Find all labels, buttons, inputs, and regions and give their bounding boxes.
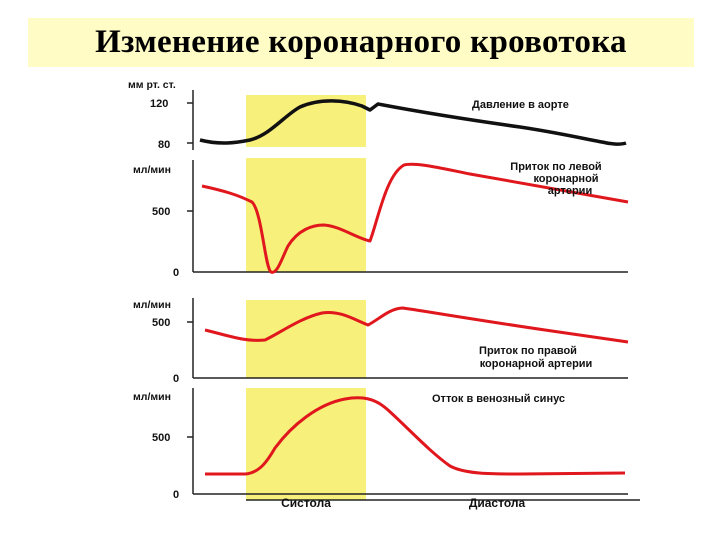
label-right-line2: коронарной артерии	[480, 358, 593, 370]
phase-label-systole: Систола	[281, 496, 331, 510]
label-venous-outflow: Отток в венозный синус	[432, 393, 565, 405]
tick-label-120: 120	[150, 98, 168, 110]
tick-label-500: 500	[152, 206, 170, 218]
aortic-pressure-curve	[199, 99, 627, 146]
unit-right: мл/мин	[133, 299, 171, 311]
left-coronary-inflow-curve	[201, 162, 629, 274]
systole-band-left	[246, 158, 366, 272]
unit-aorta: мм рт. ст.	[128, 79, 176, 91]
label-left-line2: коронарной	[533, 173, 598, 185]
label-left-line3: артерии	[548, 185, 592, 197]
tick-label-0: 0	[173, 373, 179, 385]
slide-title: Изменение коронарного кровотока	[95, 24, 627, 60]
label-left-line1: Приток по левой	[510, 161, 601, 173]
right-coronary-inflow-curve	[204, 306, 629, 344]
venous-outflow-curve	[205, 396, 626, 476]
tick-label-0: 0	[173, 267, 179, 279]
label-aortic-pressure: Давление в аорте	[472, 99, 569, 111]
tick-label-500: 500	[152, 317, 170, 329]
unit-left: мл/мин	[133, 164, 171, 176]
tick-label-80: 80	[158, 139, 170, 151]
phase-label-diastole: Диастола	[469, 496, 526, 510]
tick-label-0: 0	[173, 489, 179, 501]
label-right-line1: Приток по правой	[479, 345, 577, 357]
tick-label-500: 500	[152, 432, 170, 444]
unit-venous: мл/мин	[133, 391, 171, 403]
systole-band-venous	[246, 388, 366, 500]
title-band: Изменение коронарного кровотока	[28, 18, 694, 67]
